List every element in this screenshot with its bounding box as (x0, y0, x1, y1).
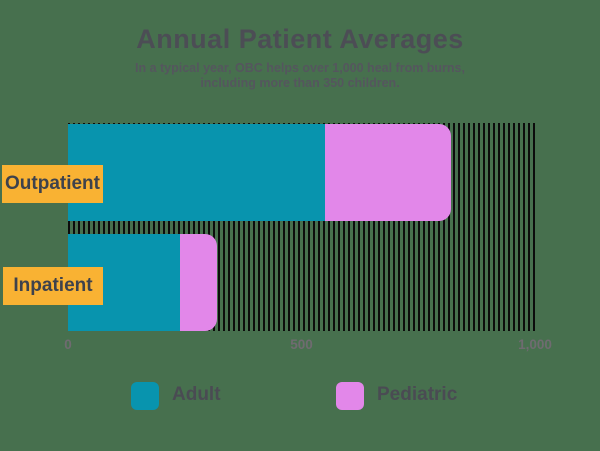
bar-outpatient-pediatric-segment (324, 124, 451, 221)
chart-subtitle-line2: including more than 350 children. (200, 76, 400, 90)
legend-swatch-adult (131, 382, 159, 410)
legend-swatch-pediatric (336, 382, 364, 410)
x-axis-tick-0: 0 (64, 337, 72, 352)
category-label-inpatient: Inpatient (3, 267, 103, 305)
plot-area (68, 123, 535, 331)
chart-title: Annual Patient Averages (136, 24, 464, 54)
bar-outpatient-adult-segment (68, 124, 325, 221)
chart-subtitle-line1: In a typical year, OBC helps over 1,000 … (135, 61, 465, 75)
bar-inpatient-pediatric-segment (180, 234, 218, 331)
x-axis: 0 500 1,000 (64, 337, 552, 353)
bar-outpatient (68, 124, 535, 221)
legend: Adult Pediatric (0, 382, 600, 410)
category-label-outpatient: Outpatient (2, 165, 103, 203)
chart-subtitle: In a typical year, OBC helps over 1,000 … (0, 61, 600, 91)
legend-label-adult: Adult (172, 384, 221, 405)
x-axis-tick-500: 500 (290, 337, 313, 352)
legend-label-pediatric: Pediatric (377, 384, 458, 405)
bar-inpatient (68, 234, 535, 331)
x-axis-tick-1000: 1,000 (518, 337, 552, 352)
